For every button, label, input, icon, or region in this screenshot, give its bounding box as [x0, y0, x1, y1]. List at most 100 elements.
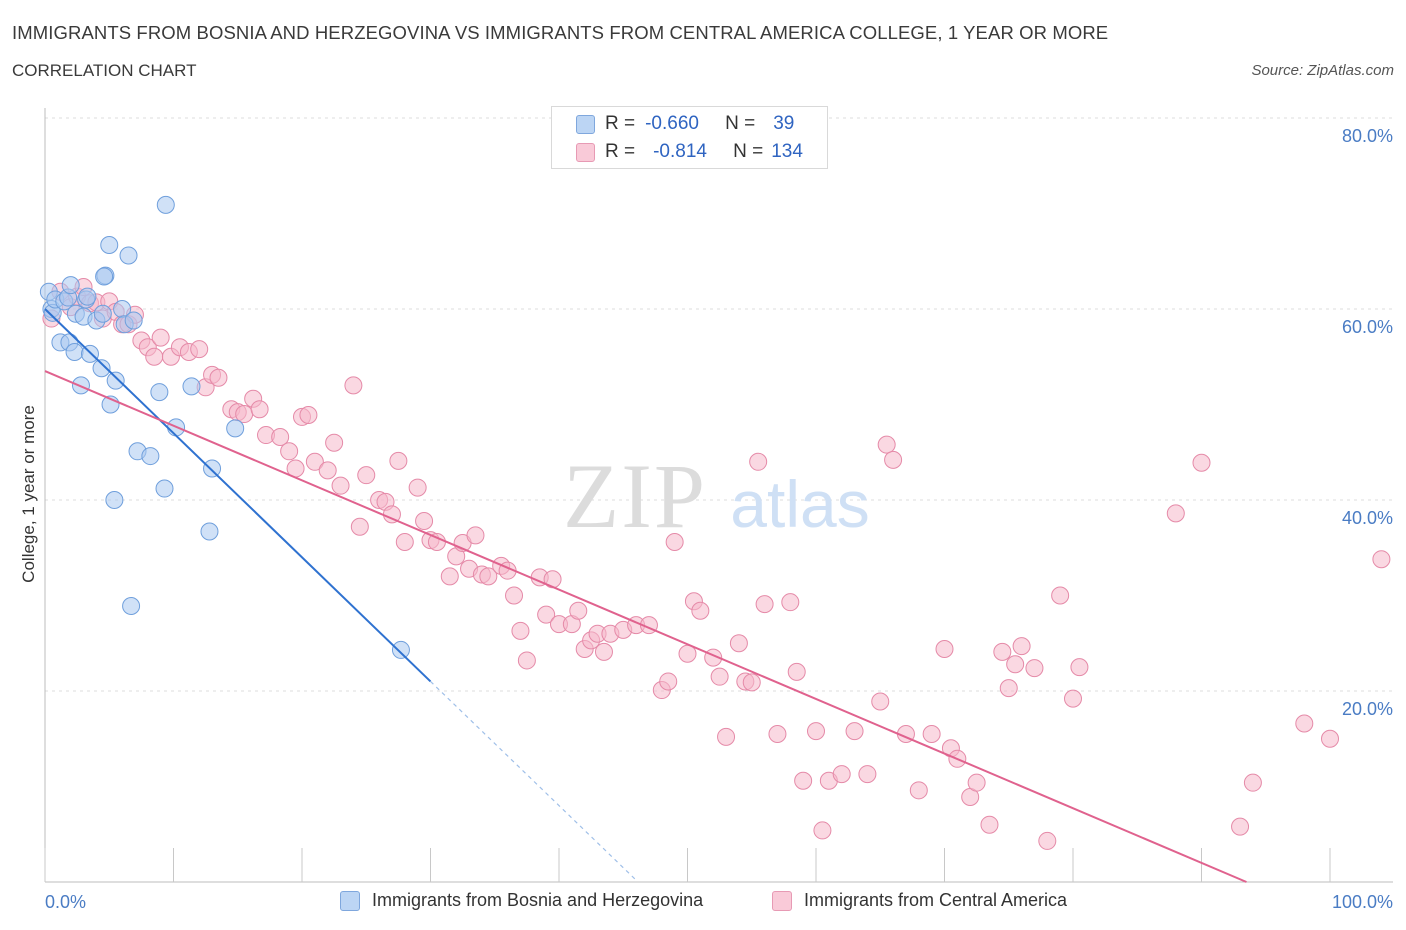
chart-title: IMMIGRANTS FROM BOSNIA AND HERZEGOVINA V… [12, 22, 1109, 43]
bosnia-point [203, 459, 222, 478]
y-axis-label: College, 1 year or more [19, 405, 38, 583]
bosnia-point [78, 287, 97, 306]
legend-n-value: 134 [771, 141, 803, 162]
central-america-point [209, 368, 228, 387]
bosnia-point [93, 304, 112, 323]
central-america-point [325, 433, 344, 452]
y-tick-label: 60.0% [1342, 317, 1393, 337]
central-america-point [280, 442, 299, 461]
central-america-point [794, 771, 813, 790]
central-america-point [1051, 586, 1070, 605]
bosnia-point [105, 491, 124, 509]
bosnia-point [106, 371, 125, 390]
bosnia-points [39, 195, 410, 659]
chart-subtitle: CORRELATION CHART [12, 61, 197, 80]
bottom-legend-central-america: Immigrants from Central America [772, 890, 1067, 911]
central-america-point [768, 724, 787, 743]
bosnia-point [122, 597, 141, 616]
bosnia-point [182, 377, 201, 396]
bosnia-point [155, 479, 174, 498]
central-america-point [517, 651, 536, 670]
central-america-point [537, 605, 556, 624]
central-america-point [395, 533, 414, 552]
central-america-point [729, 634, 748, 653]
central-america-point [299, 406, 318, 425]
central-america-point [569, 601, 588, 620]
central-america-point [1372, 550, 1391, 569]
bosnia-point [150, 383, 169, 402]
central-america-point [1243, 773, 1262, 792]
central-america-point [665, 533, 684, 552]
bottom-legend-bosnia: Immigrants from Bosnia and Herzegovina [340, 890, 703, 911]
central-america-trend-line [44, 370, 1247, 883]
bottom-legend-label-central-america: Immigrants from Central America [804, 890, 1068, 910]
central-america-point [993, 642, 1012, 661]
central-america-point [511, 621, 530, 640]
bosnia-trend-line [44, 308, 432, 683]
tick-labels: 20.0% 40.0% 60.0% 80.0% 0.0% 100.0% [45, 126, 1393, 912]
legend-r-value: -0.660 [645, 113, 699, 134]
central-america-point [271, 427, 290, 446]
central-america-point [440, 567, 459, 586]
central-america-point [787, 662, 806, 681]
y-tick-label: 40.0% [1342, 508, 1393, 528]
central-america-point [1166, 504, 1185, 523]
central-america-point [755, 595, 774, 614]
central-america-point [999, 679, 1018, 698]
bottom-legend-label-bosnia: Immigrants from Bosnia and Herzegovina [372, 890, 704, 910]
central-america-point [845, 722, 864, 741]
legend-n-label: N = [725, 113, 756, 134]
central-america-point [710, 667, 729, 686]
bosnia-point [200, 522, 219, 541]
central-america-point [151, 328, 170, 347]
central-america-point [717, 727, 736, 746]
stats-legend-row-central-america: R = -0.814 N = 134 [576, 141, 803, 163]
central-america-point [250, 400, 269, 419]
central-america-point [479, 567, 498, 586]
central-america-point [742, 673, 761, 692]
central-america-point [884, 450, 903, 469]
central-america-point [691, 601, 710, 620]
bosnia-point [156, 195, 175, 214]
bosnia-point [141, 447, 160, 466]
central-america-point [877, 435, 896, 454]
bosnia-point [95, 267, 114, 286]
stats-legend-row-bosnia: R = -0.660 N = 39 [576, 113, 794, 135]
central-america-point [813, 821, 832, 840]
central-america-point [1064, 689, 1082, 708]
stats-legend: R = -0.660 N = 39 R = -0.814 N = 134 [551, 106, 828, 169]
central-america-point [1006, 655, 1025, 674]
central-america-point [357, 466, 376, 485]
central-america-point [858, 765, 877, 784]
bottom-legend-swatch-central-america [772, 890, 792, 911]
central-america-point [1070, 658, 1089, 677]
watermark-atlas: atlas [730, 467, 869, 541]
central-america-point [415, 512, 434, 531]
central-america-point [659, 672, 678, 691]
bosnia-point [391, 640, 410, 659]
central-america-point [350, 517, 369, 536]
axes [44, 108, 1393, 883]
central-america-point [344, 376, 363, 395]
central-america-point [466, 526, 485, 545]
central-america-point [832, 765, 851, 784]
central-america-point [749, 452, 768, 471]
central-america-point [1012, 637, 1031, 656]
legend-r-label: R = [605, 141, 636, 162]
central-america-point [594, 642, 613, 661]
central-america-point [967, 773, 986, 792]
x-tick-label: 0.0% [45, 892, 86, 912]
central-america-point [305, 452, 324, 471]
central-america-point [807, 722, 825, 741]
central-america-point [1231, 817, 1250, 836]
central-america-point [1321, 729, 1339, 748]
trend-lines [44, 308, 1247, 883]
central-america-point [871, 692, 890, 711]
central-america-point [145, 347, 164, 366]
x-tick-label: 100.0% [1332, 892, 1393, 912]
central-america-point [781, 593, 800, 612]
bosnia-trend-extension [430, 681, 637, 881]
bosnia-point [61, 276, 80, 295]
central-america-point [190, 340, 209, 359]
